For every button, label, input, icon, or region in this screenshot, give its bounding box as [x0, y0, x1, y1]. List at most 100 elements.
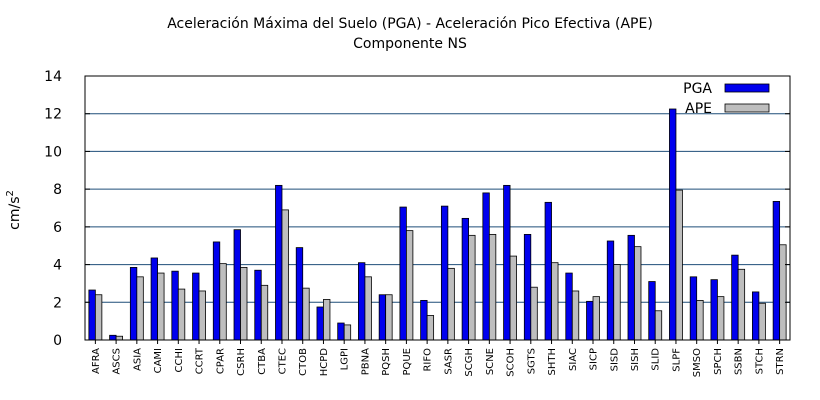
bar-pga-siac [565, 272, 573, 341]
x-tick-label: CTBA [257, 348, 268, 375]
x-tick-label: SLPF [671, 348, 682, 372]
x-tick-label: HCPD [319, 348, 330, 377]
y-axis-label: cm/s2 [5, 190, 23, 230]
bar-pga-ctec [275, 184, 283, 341]
y-tick-label: 10 [44, 144, 62, 160]
x-tick-label: SLID [651, 348, 662, 371]
x-tick-label: CTEC [277, 348, 288, 374]
chart-subtitle: Componente NS [353, 36, 467, 52]
bar-pga-slid [648, 281, 656, 341]
bar-pga-ssbn [731, 254, 739, 341]
bar-pga-shth [544, 201, 552, 341]
bar-ape-sasr [447, 267, 455, 341]
bar-pga-asia [129, 266, 138, 341]
bar-pga-lgpi [337, 322, 345, 341]
bar-pga-scoh [503, 184, 511, 341]
bar-ape-rifo [426, 315, 435, 341]
bar-pga-scgh [461, 217, 470, 341]
bar-ape-lgpi [343, 324, 352, 341]
bar-pga-cami [150, 257, 158, 341]
bar-pga-cchi [171, 270, 179, 341]
bar-ape-sgts [530, 286, 538, 341]
bar-pga-sgts [523, 233, 532, 341]
y-axis-label-text: cm/s [7, 197, 23, 230]
bar-pga-stch [751, 291, 760, 341]
bar-ape-ccrt [198, 290, 206, 341]
x-tick-label: SPCH [713, 348, 724, 375]
x-tick-label: PQUE [402, 348, 413, 376]
bar-pga-pque [399, 206, 407, 341]
y-tick-label: 0 [53, 333, 62, 349]
x-tick-label: SCGH [464, 348, 475, 377]
y-tick-label: 6 [53, 220, 62, 236]
bar-pga-spch [710, 279, 718, 341]
bar-pga-ctob [295, 247, 304, 341]
bar-ape-cpar [219, 263, 227, 341]
bar-ape-sisd [613, 264, 621, 341]
bar-pga-csrh [233, 229, 241, 341]
bar-ape-spch [717, 296, 725, 341]
bar-pga-strn [772, 200, 781, 341]
bar-ape-pque [405, 230, 414, 341]
x-tick-label: SICP [589, 348, 600, 370]
bar-pga-sisd [606, 240, 615, 341]
plot-frame [84, 75, 791, 341]
x-tick-label: SISH [630, 348, 641, 371]
x-tick-label: SCNE [485, 348, 496, 375]
x-tick-label: CAMI [153, 348, 164, 373]
y-axis-label-superscript: 2 [5, 190, 16, 196]
bar-ape-scoh [509, 255, 517, 341]
bar-pga-ctba [254, 269, 262, 341]
y-tick-label: 4 [53, 258, 62, 274]
bar-pga-hcpd [316, 306, 324, 341]
bar-ape-slpf [675, 189, 683, 341]
bar-ape-shth [551, 262, 559, 341]
x-tick-label: CCHI [174, 348, 185, 372]
bar-ape-ascs [115, 335, 124, 341]
bar-ape-smso [696, 299, 704, 341]
bar-ape-asia [136, 276, 144, 341]
bar-ape-scne [488, 233, 497, 341]
bar-ape-hcpd [323, 299, 331, 341]
bar-ape-pbna [364, 276, 372, 341]
y-tick-label: 12 [44, 107, 62, 123]
x-tick-label: STCH [754, 348, 765, 374]
bar-pga-afra [88, 289, 96, 341]
bar-ape-ctob [302, 287, 310, 341]
y-tick-label: 2 [53, 295, 62, 311]
x-tick-label: PQSH [381, 348, 392, 376]
bar-pga-sasr [440, 205, 449, 341]
x-tick-label: ASCS [112, 348, 123, 375]
x-tick-label: RIFO [423, 348, 434, 372]
bar-ape-ctec [281, 209, 289, 341]
x-tick-label: PBNA [360, 348, 371, 375]
bar-pga-slpf [669, 108, 677, 341]
legend-swatch-ape [724, 103, 770, 113]
x-tick-label: CTOB [298, 348, 309, 376]
x-tick-label: LGPI [340, 348, 351, 370]
x-tick-label: STRN [775, 348, 786, 375]
bar-pga-sicp [586, 300, 594, 341]
x-tick-label: CSRH [236, 348, 247, 376]
bar-pga-rifo [420, 299, 428, 341]
bar-pga-ccrt [192, 272, 200, 341]
bar-pga-ascs [109, 334, 117, 341]
bar-ape-stch [758, 302, 766, 341]
bar-ape-csrh [240, 266, 248, 341]
bar-ape-scgh [468, 234, 476, 341]
x-tick-label: AFRA [91, 348, 102, 374]
bar-pga-cpar [212, 241, 221, 341]
x-tick-label: CCRT [195, 347, 206, 374]
bar-ape-afra [94, 294, 103, 341]
bar-pga-sish [627, 234, 635, 341]
chart-title: Aceleración Máxima del Suelo (PGA) - Ace… [167, 16, 653, 32]
legend-label-pga: PGA [683, 81, 712, 97]
legend-swatch-pga [724, 83, 770, 93]
x-tick-label: SHTH [547, 348, 558, 376]
y-tick-label: 8 [53, 182, 62, 198]
x-tick-label: SCOH [506, 348, 517, 377]
bar-ape-siac [571, 290, 580, 341]
x-tick-label: SASR [443, 348, 454, 375]
x-tick-label: SISD [609, 348, 620, 372]
